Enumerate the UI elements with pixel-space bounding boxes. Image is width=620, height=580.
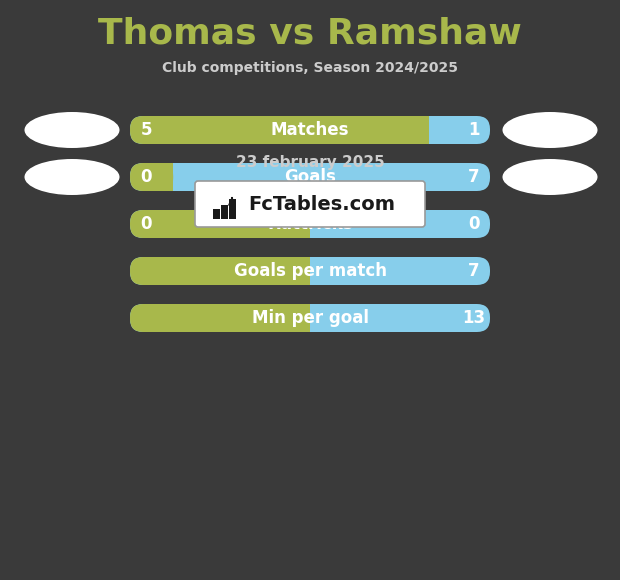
FancyBboxPatch shape — [130, 257, 490, 285]
FancyBboxPatch shape — [130, 210, 310, 238]
Text: 7: 7 — [468, 262, 480, 280]
Bar — [213, 209, 220, 219]
FancyBboxPatch shape — [130, 116, 429, 144]
Bar — [416, 116, 429, 144]
Ellipse shape — [25, 112, 120, 148]
FancyBboxPatch shape — [130, 257, 310, 285]
Text: 0: 0 — [140, 215, 152, 233]
FancyBboxPatch shape — [130, 116, 490, 144]
Text: Goals per match: Goals per match — [234, 262, 386, 280]
Bar — [221, 205, 228, 219]
Text: Min per goal: Min per goal — [252, 309, 368, 327]
Text: 1: 1 — [468, 121, 480, 139]
FancyBboxPatch shape — [195, 181, 425, 227]
Bar — [297, 210, 310, 238]
Text: 5: 5 — [140, 121, 152, 139]
Text: 23 february 2025: 23 february 2025 — [236, 154, 384, 169]
Ellipse shape — [502, 112, 598, 148]
FancyBboxPatch shape — [130, 210, 490, 238]
Bar — [160, 163, 173, 191]
Bar — [297, 304, 310, 332]
Text: 13: 13 — [463, 309, 485, 327]
Text: 7: 7 — [468, 168, 480, 186]
Text: 0: 0 — [140, 168, 152, 186]
Bar — [229, 199, 236, 219]
Bar — [297, 257, 310, 285]
Text: Hattricks: Hattricks — [267, 215, 353, 233]
Text: Club competitions, Season 2024/2025: Club competitions, Season 2024/2025 — [162, 61, 458, 75]
Text: Goals: Goals — [284, 168, 336, 186]
Text: 0: 0 — [468, 215, 480, 233]
FancyBboxPatch shape — [130, 163, 173, 191]
Text: Matches: Matches — [271, 121, 349, 139]
FancyBboxPatch shape — [130, 304, 490, 332]
FancyBboxPatch shape — [130, 163, 490, 191]
Text: Thomas vs Ramshaw: Thomas vs Ramshaw — [98, 16, 522, 50]
Text: FcTables.com: FcTables.com — [249, 194, 396, 213]
Ellipse shape — [25, 159, 120, 195]
Ellipse shape — [502, 159, 598, 195]
FancyBboxPatch shape — [130, 304, 310, 332]
